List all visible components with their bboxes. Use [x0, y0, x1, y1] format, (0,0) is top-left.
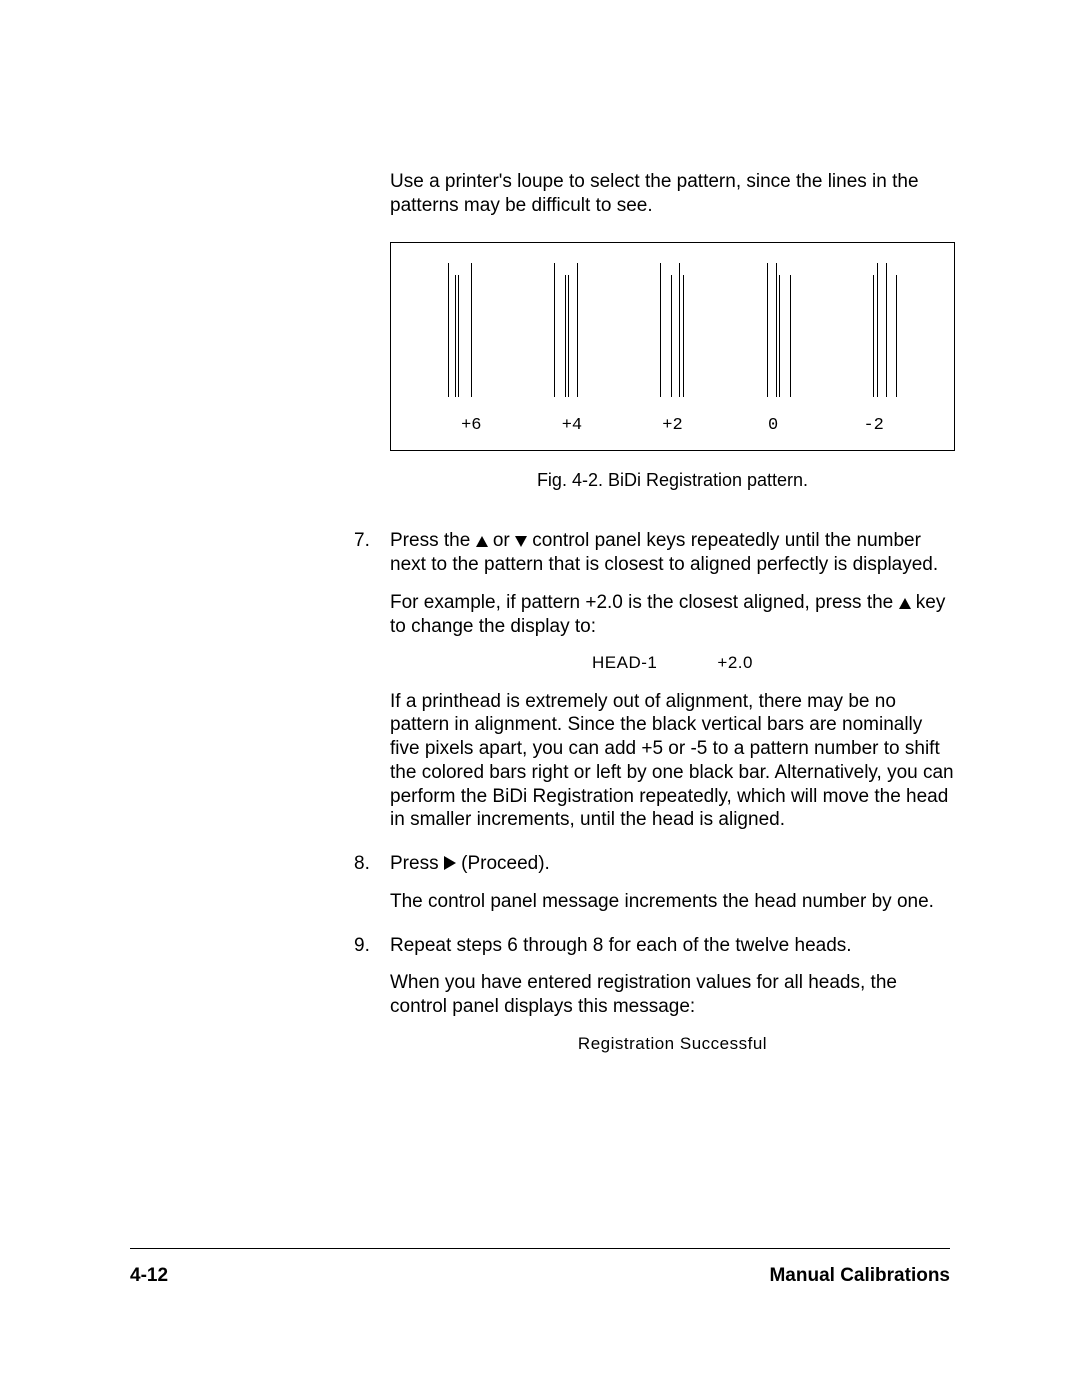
step-body: Repeat steps 6 through 8 for each of the…: [390, 934, 955, 1071]
step-number: 9.: [354, 934, 390, 1071]
step-7-p2: For example, if pattern +2.0 is the clos…: [390, 591, 955, 639]
pattern-line: [568, 275, 569, 397]
pattern-line: [660, 263, 661, 397]
pattern-group: [554, 263, 578, 397]
content-column: Use a printer's loupe to select the patt…: [390, 170, 955, 1070]
text: Press: [390, 853, 444, 874]
pattern-line: [577, 263, 578, 397]
text: (Proceed).: [456, 853, 550, 874]
pattern-label: 0: [723, 415, 824, 436]
step-9-p2: When you have entered registration value…: [390, 971, 955, 1019]
step-number: 8.: [354, 852, 390, 914]
pattern-line: [448, 263, 449, 397]
step-body: Press the or control panel keys repeated…: [390, 529, 955, 832]
intro-paragraph: Use a printer's loupe to select the patt…: [390, 170, 955, 218]
step-7-p3: If a printhead is extremely out of align…: [390, 690, 955, 833]
steps-list: 7. Press the or control panel keys repea…: [390, 529, 955, 1070]
step-7-p1: Press the or control panel keys repeated…: [390, 529, 955, 577]
display-example: HEAD-1 +2.0: [390, 652, 955, 673]
page: Use a printer's loupe to select the patt…: [0, 0, 1080, 1397]
pattern-line: [886, 263, 887, 397]
pattern-row: [421, 263, 924, 397]
pattern-line: [779, 275, 780, 397]
display-success: Registration Successful: [390, 1033, 955, 1054]
text: or: [488, 530, 515, 551]
pattern-line: [767, 263, 768, 397]
footer-line: 4-12 Manual Calibrations: [130, 1265, 950, 1287]
step-7: 7. Press the or control panel keys repea…: [354, 529, 955, 832]
pattern-group: [767, 263, 791, 397]
up-arrow-icon: [899, 598, 911, 609]
proceed-arrow-icon: [444, 856, 456, 870]
footer-rule: [130, 1248, 950, 1249]
step-9-p1: Repeat steps 6 through 8 for each of the…: [390, 934, 955, 958]
pattern-line: [896, 275, 897, 397]
pattern-label: +2: [622, 415, 723, 436]
up-arrow-icon: [476, 536, 488, 547]
pattern-labels: +6+4+20-2: [421, 415, 924, 436]
pattern-group: [448, 263, 472, 397]
display-right: +2.0: [717, 653, 753, 672]
step-9: 9. Repeat steps 6 through 8 for each of …: [354, 934, 955, 1071]
pattern-line: [565, 275, 566, 397]
pattern-line: [873, 275, 874, 397]
text: Press the: [390, 530, 476, 551]
pattern-group: [660, 263, 684, 397]
pattern-line: [455, 275, 456, 397]
pattern-line: [554, 263, 555, 397]
display-left: HEAD-1: [592, 653, 657, 672]
step-body: Press (Proceed). The control panel messa…: [390, 852, 955, 914]
pattern-line: [679, 263, 680, 397]
down-arrow-icon: [515, 536, 527, 547]
page-number: 4-12: [130, 1265, 168, 1287]
registration-figure: +6+4+20-2: [390, 242, 955, 451]
text: For example, if pattern +2.0 is the clos…: [390, 592, 899, 613]
step-8-p1: Press (Proceed).: [390, 852, 955, 876]
pattern-label: -2: [823, 415, 924, 436]
section-title: Manual Calibrations: [769, 1265, 950, 1287]
pattern-label: +4: [522, 415, 623, 436]
pattern-line: [790, 275, 791, 397]
pattern-line: [471, 263, 472, 397]
pattern-group: [873, 263, 897, 397]
pattern-line: [683, 275, 684, 397]
step-8: 8. Press (Proceed). The control panel me…: [354, 852, 955, 914]
pattern-line: [776, 263, 777, 397]
pattern-line: [877, 263, 878, 397]
pattern-label: +6: [421, 415, 522, 436]
step-8-p2: The control panel message increments the…: [390, 890, 955, 914]
page-footer: 4-12 Manual Calibrations: [130, 1248, 950, 1287]
figure-caption: Fig. 4-2. BiDi Registration pattern.: [390, 469, 955, 492]
step-number: 7.: [354, 529, 390, 832]
pattern-line: [671, 275, 672, 397]
pattern-line: [458, 275, 459, 397]
